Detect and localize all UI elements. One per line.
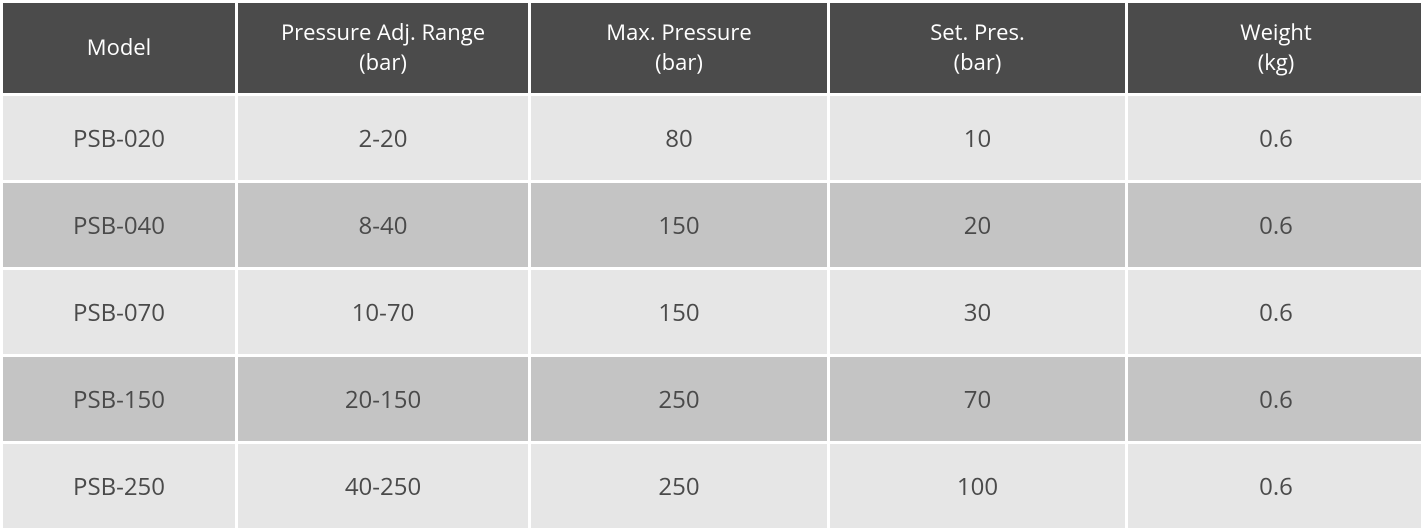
cell-weight: 0.6	[1128, 96, 1421, 180]
cell-maxpress: 150	[531, 270, 827, 354]
cell-range: 20-150	[238, 357, 528, 441]
header-range: Pressure Adj. Range (bar)	[238, 3, 528, 93]
header-unit: (kg)	[1129, 48, 1421, 78]
header-label: Max. Pressure	[532, 18, 826, 48]
cell-maxpress: 80	[531, 96, 827, 180]
header-unit: (bar)	[831, 48, 1124, 78]
table-body: PSB-020 2-20 80 10 0.6 PSB-040 8-40 150 …	[3, 96, 1421, 528]
cell-weight: 0.6	[1128, 444, 1421, 528]
cell-range: 10-70	[238, 270, 528, 354]
header-model: Model	[3, 3, 235, 93]
cell-maxpress: 250	[531, 357, 827, 441]
cell-range: 40-250	[238, 444, 528, 528]
table-row: PSB-070 10-70 150 30 0.6	[3, 270, 1421, 354]
cell-model: PSB-070	[3, 270, 235, 354]
cell-maxpress: 150	[531, 183, 827, 267]
cell-model: PSB-020	[3, 96, 235, 180]
cell-weight: 0.6	[1128, 270, 1421, 354]
cell-setpress: 10	[830, 96, 1125, 180]
cell-setpress: 70	[830, 357, 1125, 441]
header-label: Set. Pres.	[831, 18, 1124, 48]
table-row: PSB-020 2-20 80 10 0.6	[3, 96, 1421, 180]
header-label: Pressure Adj. Range	[239, 18, 527, 48]
header-maxpress: Max. Pressure (bar)	[531, 3, 827, 93]
table-row: PSB-250 40-250 250 100 0.6	[3, 444, 1421, 528]
header-unit: (bar)	[532, 48, 826, 78]
header-label: Weight	[1129, 18, 1421, 48]
table-row: PSB-040 8-40 150 20 0.6	[3, 183, 1421, 267]
header-setpress: Set. Pres. (bar)	[830, 3, 1125, 93]
cell-range: 8-40	[238, 183, 528, 267]
spec-table: Model Pressure Adj. Range (bar) Max. Pre…	[0, 0, 1421, 531]
cell-model: PSB-150	[3, 357, 235, 441]
cell-setpress: 20	[830, 183, 1125, 267]
cell-range: 2-20	[238, 96, 528, 180]
cell-model: PSB-250	[3, 444, 235, 528]
header-row: Model Pressure Adj. Range (bar) Max. Pre…	[3, 3, 1421, 93]
cell-setpress: 100	[830, 444, 1125, 528]
cell-setpress: 30	[830, 270, 1125, 354]
header-label: Model	[4, 33, 234, 63]
cell-maxpress: 250	[531, 444, 827, 528]
header-weight: Weight (kg)	[1128, 3, 1421, 93]
table-row: PSB-150 20-150 250 70 0.6	[3, 357, 1421, 441]
header-unit: (bar)	[239, 48, 527, 78]
cell-weight: 0.6	[1128, 183, 1421, 267]
cell-weight: 0.6	[1128, 357, 1421, 441]
cell-model: PSB-040	[3, 183, 235, 267]
